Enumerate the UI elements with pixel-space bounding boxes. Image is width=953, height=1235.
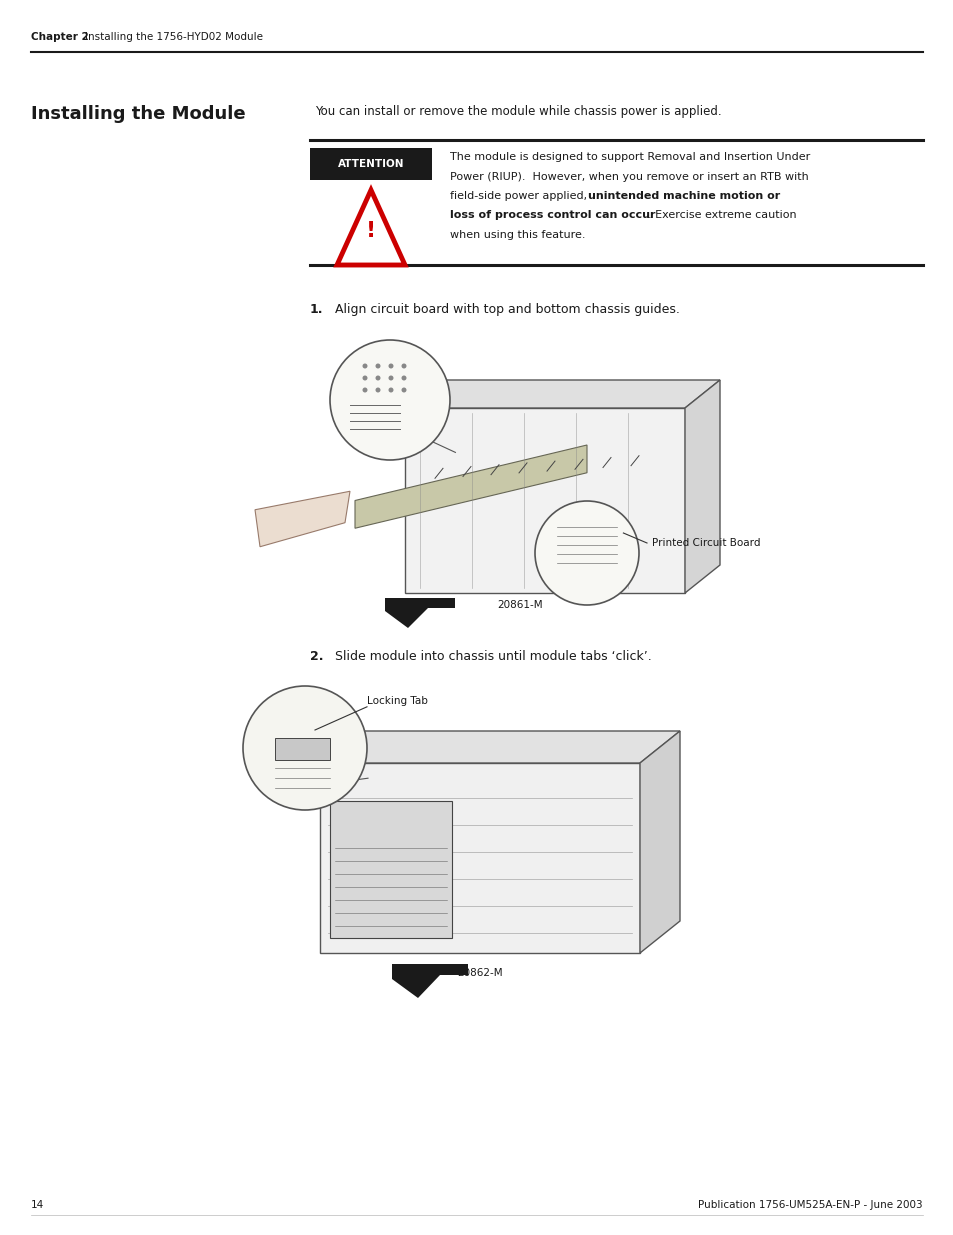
Text: 20862-M: 20862-M [456,968,502,978]
Circle shape [362,363,367,368]
Polygon shape [355,445,586,529]
Text: . Exercise extreme caution: . Exercise extreme caution [647,210,796,221]
Circle shape [535,501,639,605]
Text: Publication 1756-UM525A-EN-P - June 2003: Publication 1756-UM525A-EN-P - June 2003 [698,1200,923,1210]
Text: !: ! [366,221,375,241]
Polygon shape [385,598,455,629]
Circle shape [330,340,450,459]
Circle shape [401,363,406,368]
Text: 14: 14 [30,1200,44,1210]
Circle shape [388,375,393,380]
Text: You can install or remove the module while chassis power is applied.: You can install or remove the module whi… [314,105,720,119]
Polygon shape [684,380,720,593]
Text: Align circuit board with top and bottom chassis guides.: Align circuit board with top and bottom … [335,303,679,316]
Text: Installing the 1756-HYD02 Module: Installing the 1756-HYD02 Module [85,32,263,42]
Text: ATTENTION: ATTENTION [337,159,404,169]
Circle shape [388,388,393,393]
Polygon shape [254,492,350,547]
Polygon shape [405,380,720,408]
Text: Installing the Module: Installing the Module [30,105,245,124]
Text: field-side power applied,: field-side power applied, [450,191,590,201]
Text: when using this feature.: when using this feature. [450,230,585,240]
FancyBboxPatch shape [330,802,451,939]
Text: Chapter 2: Chapter 2 [30,32,89,42]
Text: unintended machine motion or: unintended machine motion or [587,191,780,201]
Text: 20861-M: 20861-M [497,600,542,610]
Circle shape [401,375,406,380]
Text: 2.: 2. [310,650,323,663]
Polygon shape [336,190,405,266]
Text: loss of process control can occur: loss of process control can occur [450,210,655,221]
Text: The module is designed to support Removal and Insertion Under: The module is designed to support Remova… [450,152,809,162]
Text: Slide module into chassis until module tabs ‘click’.: Slide module into chassis until module t… [335,650,651,663]
Circle shape [388,363,393,368]
Polygon shape [392,965,468,998]
Circle shape [362,375,367,380]
Circle shape [362,388,367,393]
Text: Printed Circuit Board: Printed Circuit Board [651,538,760,548]
Circle shape [243,685,367,810]
Circle shape [375,363,380,368]
FancyBboxPatch shape [405,408,684,593]
Polygon shape [319,731,679,763]
FancyBboxPatch shape [310,148,432,180]
Polygon shape [639,731,679,953]
FancyBboxPatch shape [319,763,639,953]
Text: Power (RIUP).  However, when you remove or insert an RTB with: Power (RIUP). However, when you remove o… [450,172,808,182]
Text: 1.: 1. [310,303,323,316]
FancyBboxPatch shape [274,739,330,760]
Text: Locking Tab: Locking Tab [367,695,428,705]
Circle shape [375,388,380,393]
Circle shape [375,375,380,380]
Circle shape [401,388,406,393]
